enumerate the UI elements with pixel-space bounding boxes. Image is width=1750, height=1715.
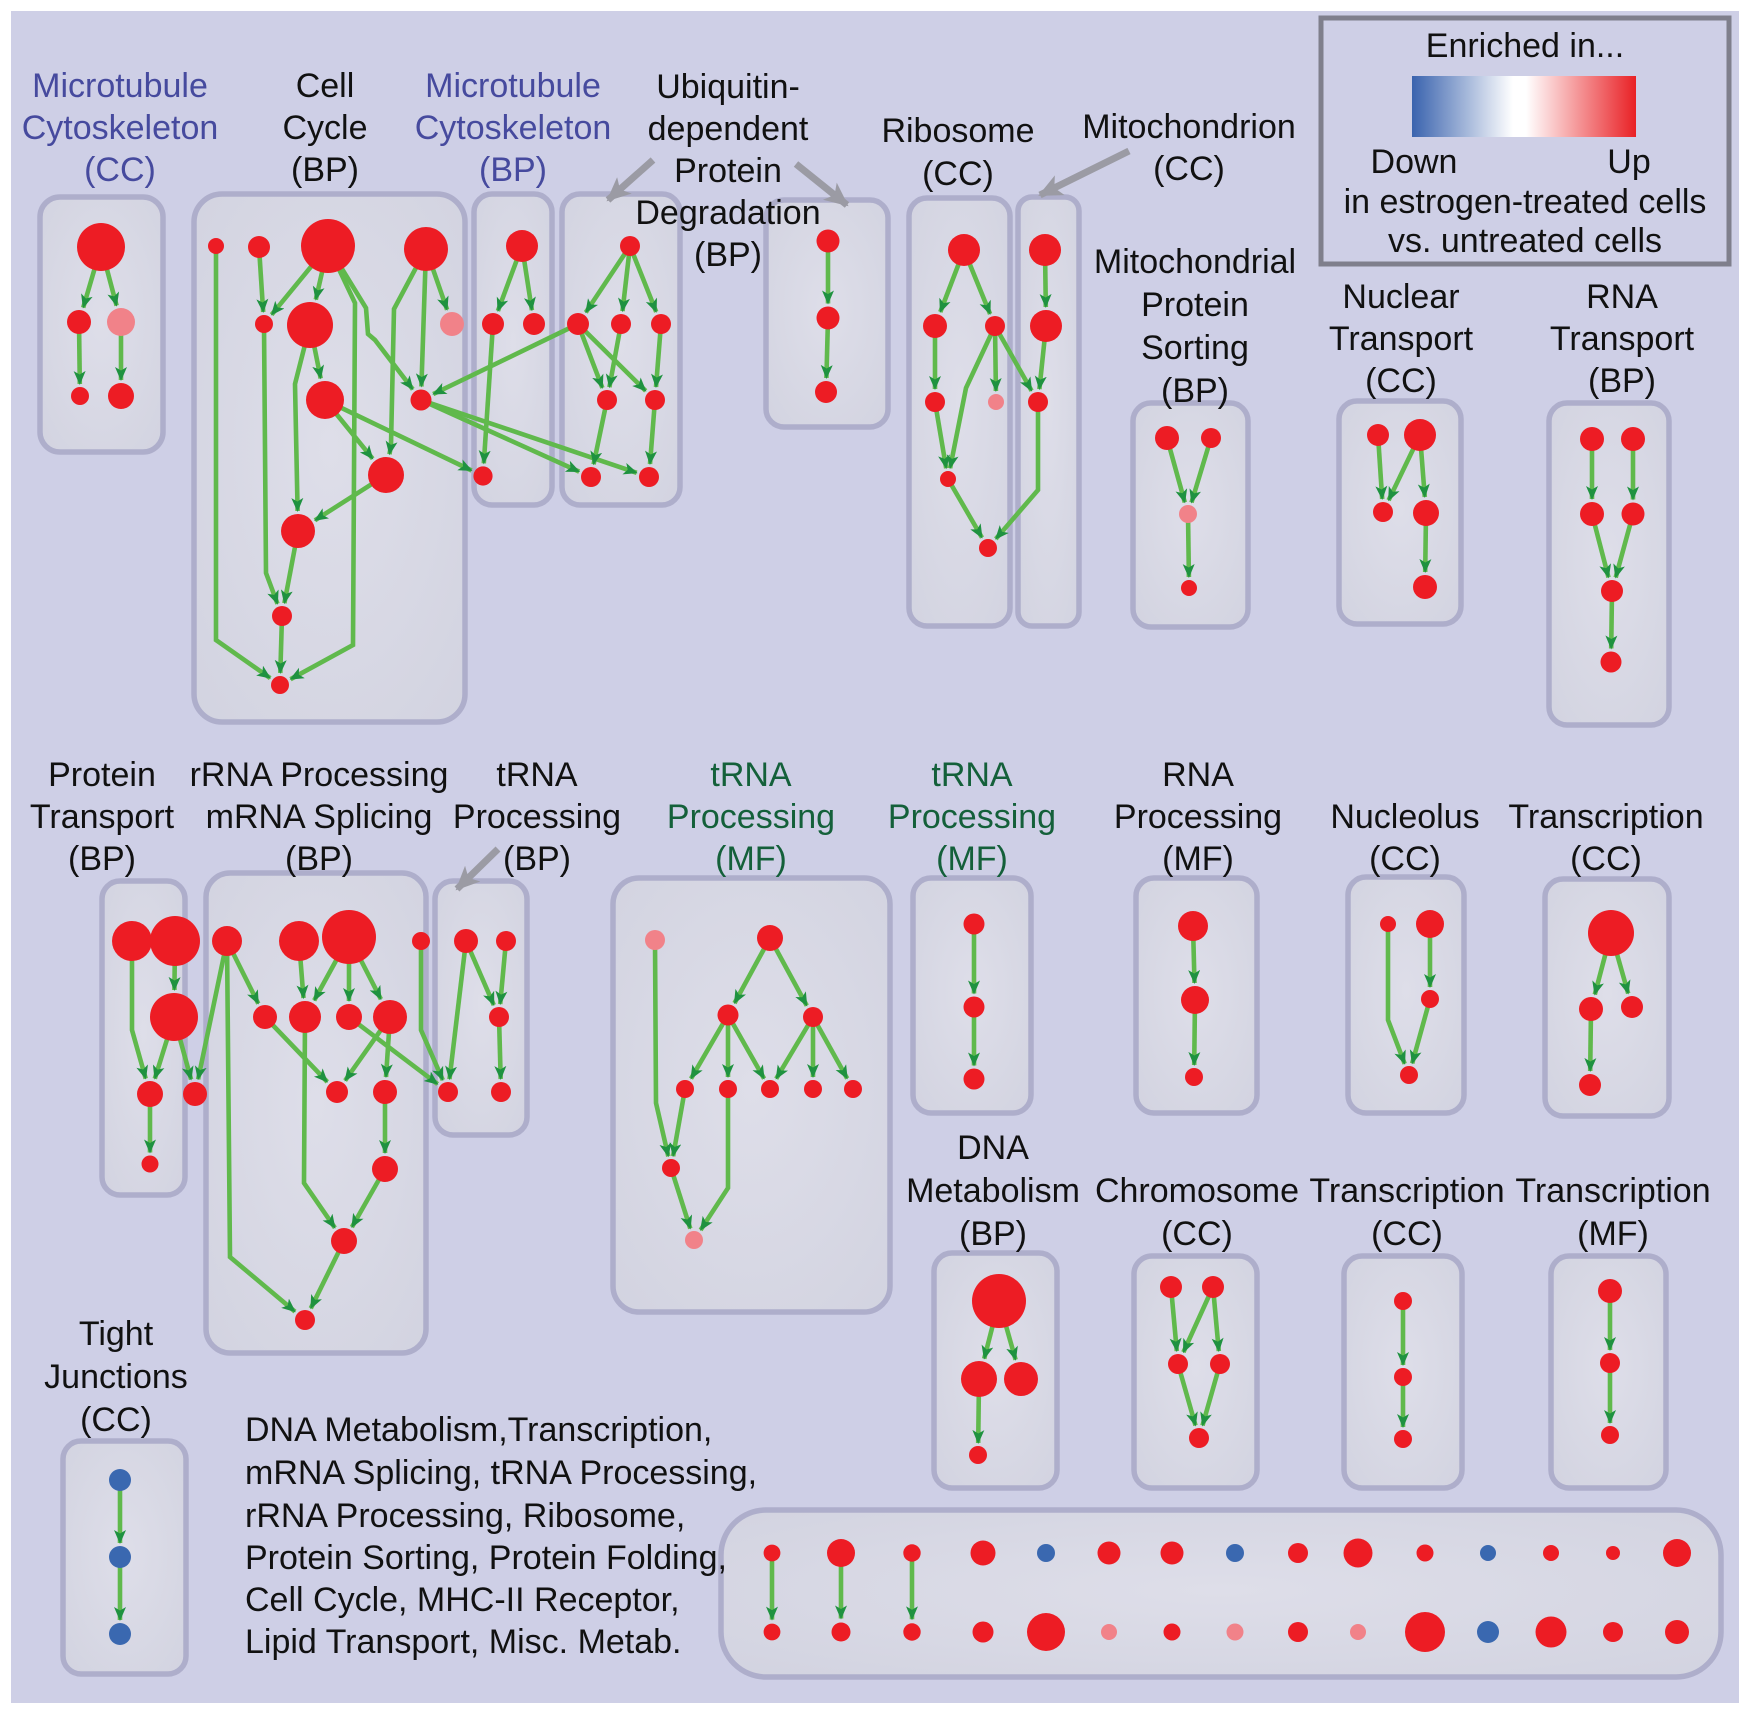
svg-text:(BP): (BP) bbox=[1588, 362, 1656, 400]
svg-text:tRNA: tRNA bbox=[710, 756, 792, 794]
svg-text:DNA: DNA bbox=[957, 1129, 1029, 1167]
svg-text:(CC): (CC) bbox=[84, 151, 156, 189]
svg-text:Microtubule: Microtubule bbox=[32, 67, 208, 105]
svg-text:in estrogen-treated cells: in estrogen-treated cells bbox=[1344, 183, 1707, 221]
svg-text:(CC): (CC) bbox=[1570, 840, 1642, 878]
svg-text:Chromosome: Chromosome bbox=[1095, 1172, 1299, 1210]
svg-text:(CC): (CC) bbox=[1161, 1215, 1233, 1253]
svg-text:Ubiquitin-: Ubiquitin- bbox=[656, 68, 800, 106]
svg-text:vs. untreated cells: vs. untreated cells bbox=[1388, 222, 1662, 260]
svg-text:Microtubule: Microtubule bbox=[425, 67, 601, 105]
svg-text:dependent: dependent bbox=[648, 110, 809, 148]
svg-text:Ribosome: Ribosome bbox=[881, 112, 1034, 150]
svg-text:Cell Cycle, MHC-II Receptor,: Cell Cycle, MHC-II Receptor, bbox=[245, 1581, 680, 1619]
svg-text:mRNA Splicing, tRNA Processing: mRNA Splicing, tRNA Processing, bbox=[245, 1454, 757, 1492]
svg-text:Metabolism: Metabolism bbox=[906, 1172, 1080, 1210]
svg-text:Lipid Transport, Misc. Metab.: Lipid Transport, Misc. Metab. bbox=[245, 1623, 682, 1661]
svg-text:(CC): (CC) bbox=[1365, 362, 1437, 400]
svg-text:tRNA: tRNA bbox=[931, 756, 1013, 794]
svg-text:Transcription: Transcription bbox=[1508, 798, 1703, 836]
svg-text:Tight: Tight bbox=[79, 1315, 154, 1353]
svg-text:Sorting: Sorting bbox=[1141, 329, 1249, 367]
svg-text:Processing: Processing bbox=[453, 798, 621, 836]
svg-text:Cycle: Cycle bbox=[282, 109, 367, 147]
svg-text:Transport: Transport bbox=[30, 798, 175, 836]
svg-text:Cytoskeleton: Cytoskeleton bbox=[22, 109, 219, 147]
svg-text:Transport: Transport bbox=[1329, 320, 1474, 358]
svg-text:(BP): (BP) bbox=[291, 151, 359, 189]
svg-text:Transport: Transport bbox=[1550, 320, 1695, 358]
svg-text:Nuclear: Nuclear bbox=[1342, 278, 1459, 316]
svg-text:Degradation: Degradation bbox=[635, 194, 820, 232]
svg-text:(BP): (BP) bbox=[959, 1215, 1027, 1253]
svg-text:(BP): (BP) bbox=[479, 151, 547, 189]
svg-text:mRNA Splicing: mRNA Splicing bbox=[206, 798, 433, 836]
svg-text:Up: Up bbox=[1607, 143, 1650, 181]
svg-text:Transcription: Transcription bbox=[1515, 1172, 1710, 1210]
svg-text:(BP): (BP) bbox=[503, 840, 571, 878]
svg-text:(BP): (BP) bbox=[694, 236, 762, 274]
svg-text:RNA: RNA bbox=[1162, 756, 1234, 794]
svg-text:(MF): (MF) bbox=[1577, 1215, 1649, 1253]
svg-text:Protein: Protein bbox=[48, 756, 156, 794]
svg-text:(MF): (MF) bbox=[1162, 840, 1234, 878]
svg-text:rRNA Processing, Ribosome,: rRNA Processing, Ribosome, bbox=[245, 1497, 685, 1535]
svg-text:Protein: Protein bbox=[674, 152, 782, 190]
svg-text:Junctions: Junctions bbox=[44, 1358, 188, 1396]
svg-text:Processing: Processing bbox=[888, 798, 1056, 836]
svg-text:RNA: RNA bbox=[1586, 278, 1658, 316]
svg-text:(MF): (MF) bbox=[715, 840, 787, 878]
svg-text:tRNA: tRNA bbox=[496, 756, 578, 794]
svg-text:Processing: Processing bbox=[667, 798, 835, 836]
svg-text:Cell: Cell bbox=[296, 67, 355, 105]
svg-text:rRNA Processing: rRNA Processing bbox=[190, 756, 449, 794]
svg-text:(MF): (MF) bbox=[936, 840, 1008, 878]
svg-text:Protein Sorting, Protein Foldi: Protein Sorting, Protein Folding, bbox=[245, 1539, 727, 1577]
svg-text:(BP): (BP) bbox=[1161, 372, 1229, 410]
svg-text:Mitochondrial: Mitochondrial bbox=[1094, 243, 1296, 281]
svg-text:(BP): (BP) bbox=[285, 840, 353, 878]
svg-text:(CC): (CC) bbox=[80, 1401, 152, 1439]
svg-text:Nucleolus: Nucleolus bbox=[1330, 798, 1479, 836]
svg-text:DNA Metabolism,Transcription,: DNA Metabolism,Transcription, bbox=[245, 1411, 712, 1449]
svg-text:Protein: Protein bbox=[1141, 286, 1249, 324]
svg-text:Enriched in...: Enriched in... bbox=[1426, 27, 1624, 65]
svg-text:Down: Down bbox=[1371, 143, 1458, 181]
svg-text:Cytoskeleton: Cytoskeleton bbox=[415, 109, 612, 147]
svg-text:(CC): (CC) bbox=[1371, 1215, 1443, 1253]
svg-text:Mitochondrion: Mitochondrion bbox=[1082, 108, 1296, 146]
svg-text:(BP): (BP) bbox=[68, 840, 136, 878]
svg-text:(CC): (CC) bbox=[922, 155, 994, 193]
svg-text:Transcription: Transcription bbox=[1309, 1172, 1504, 1210]
svg-text:(CC): (CC) bbox=[1369, 840, 1441, 878]
svg-text:(CC): (CC) bbox=[1153, 150, 1225, 188]
svg-text:Processing: Processing bbox=[1114, 798, 1282, 836]
